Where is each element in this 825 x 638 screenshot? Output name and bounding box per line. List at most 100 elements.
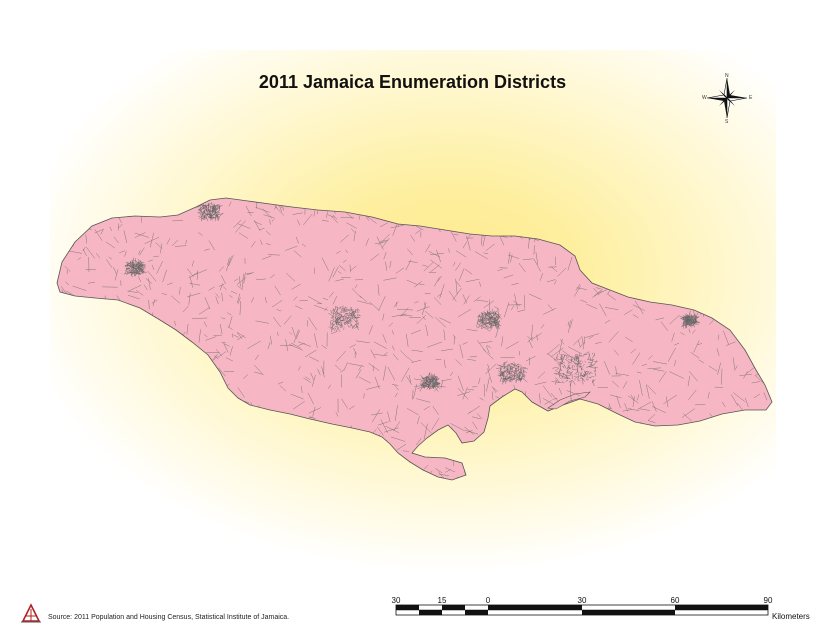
district-boundary: [430, 259, 443, 269]
district-boundary: [382, 334, 387, 344]
district-boundary: [392, 353, 399, 361]
district-boundary: [57, 341, 59, 349]
district-boundary: [479, 397, 484, 401]
district-boundary: [271, 456, 277, 467]
district-boundary: [617, 264, 623, 275]
district-boundary: [227, 326, 233, 330]
district-boundary: [281, 435, 286, 445]
district-boundary: [673, 433, 684, 444]
district-boundary: [717, 334, 720, 340]
district-boundary: [447, 427, 453, 433]
district-boundary: [423, 384, 428, 386]
district-boundary: [207, 208, 210, 212]
district-boundary: [129, 321, 139, 323]
district-boundary: [522, 436, 525, 449]
district-boundary: [573, 209, 581, 212]
district-boundary: [415, 229, 421, 234]
district-boundary: [128, 295, 140, 300]
district-boundary: [93, 338, 100, 351]
district-boundary: [511, 305, 515, 311]
scale-bar: [395, 604, 769, 616]
district-boundary: [422, 378, 426, 384]
district-boundary: [758, 465, 770, 467]
district-boundary: [766, 362, 769, 369]
district-boundary: [139, 267, 144, 271]
district-boundary: [544, 400, 552, 405]
district-boundary: [738, 274, 748, 284]
district-boundary: [641, 364, 647, 366]
district-boundary: [458, 309, 472, 318]
compass-e: E: [749, 95, 753, 101]
district-boundary: [432, 375, 435, 381]
district-boundary: [330, 330, 338, 335]
district-boundary: [76, 347, 80, 352]
district-boundary: [517, 365, 522, 368]
district-boundary: [578, 354, 582, 356]
district-boundary: [147, 403, 152, 409]
district-boundary: [293, 400, 305, 410]
district-boundary: [613, 349, 619, 356]
district-boundary: [138, 269, 141, 272]
district-boundary: [711, 203, 716, 209]
district-boundary: [624, 403, 628, 412]
district-boundary: [481, 234, 483, 245]
district-boundary: [237, 285, 244, 291]
district-boundary: [223, 343, 230, 347]
district-boundary: [513, 373, 516, 377]
district-boundary: [523, 367, 529, 370]
district-boundary: [216, 216, 220, 221]
district-boundary: [744, 326, 748, 335]
district-boundary: [646, 469, 655, 474]
district-boundary: [85, 234, 87, 244]
district-boundary: [528, 235, 530, 249]
district-boundary: [356, 322, 359, 325]
district-boundary: [351, 314, 356, 319]
district-boundary: [86, 451, 102, 454]
district-boundary: [135, 268, 139, 273]
district-boundary: [682, 315, 685, 317]
district-boundary: [681, 323, 685, 327]
compass-n: N: [725, 73, 729, 79]
district-boundary: [558, 374, 561, 378]
district-boundary: [134, 263, 138, 268]
district-boundary: [422, 264, 428, 267]
district-boundary: [700, 277, 708, 285]
district-boundary: [566, 372, 569, 374]
district-boundary: [586, 365, 591, 368]
district-boundary: [60, 411, 69, 416]
district-boundary: [622, 381, 628, 389]
district-boundary: [349, 312, 352, 315]
district-boundary: [218, 283, 225, 287]
district-boundary: [496, 323, 499, 326]
district-boundary: [345, 316, 349, 319]
district-boundary: [652, 361, 667, 365]
compass-rose-icon: [706, 77, 748, 119]
district-boundary: [153, 319, 158, 329]
district-boundary: [671, 278, 684, 289]
district-boundary: [131, 266, 134, 269]
district-boundary: [117, 378, 126, 381]
district-boundary: [316, 447, 318, 454]
district-boundary: [369, 476, 375, 479]
district-boundary: [67, 215, 81, 225]
district-boundary: [561, 363, 563, 365]
district-boundary: [339, 369, 345, 373]
district-boundary: [187, 292, 201, 298]
district-boundary: [557, 362, 560, 364]
district-boundary: [763, 392, 768, 401]
district-boundary: [446, 205, 449, 214]
district-boundary: [483, 300, 494, 308]
district-boundary: [592, 379, 596, 383]
district-boundary: [490, 452, 493, 461]
district-boundary: [531, 481, 540, 482]
district-boundary: [498, 326, 500, 329]
district-boundary: [197, 212, 202, 214]
district-boundary: [505, 378, 508, 384]
district-boundary: [589, 222, 600, 227]
district-boundary: [445, 201, 453, 212]
district-boundary: [522, 258, 533, 260]
district-boundary: [560, 377, 563, 380]
district-boundary: [377, 284, 380, 296]
district-boundary: [533, 198, 536, 206]
district-boundary: [498, 315, 503, 320]
